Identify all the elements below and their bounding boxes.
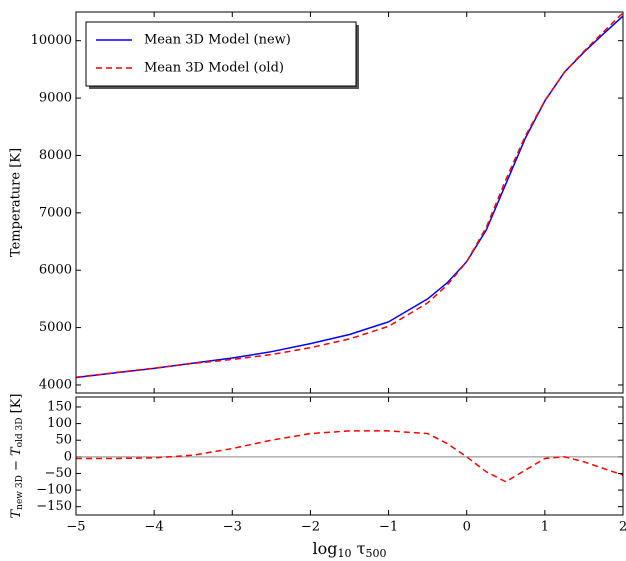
x-tick-label: −1	[379, 520, 398, 535]
x-tick-label: 1	[541, 520, 549, 535]
legend-label: Mean 3D Model (old)	[144, 61, 284, 76]
x-axis-label-part: 10	[338, 547, 352, 560]
y-axis-label-part: T	[9, 509, 24, 519]
y-tick-label: 9000	[39, 91, 72, 106]
x-tick-label: −3	[223, 520, 242, 535]
x-tick-label: −4	[145, 520, 164, 535]
x-axis-label: log10 τ500	[313, 539, 387, 561]
legend-label: Mean 3D Model (new)	[144, 33, 291, 48]
y-tick-label: 6000	[39, 263, 72, 278]
y-axis-label: Tnew 3D − Told 3D [K]	[9, 393, 25, 518]
legend-box	[85, 21, 357, 87]
y-tick-label: 10000	[31, 33, 72, 48]
x-tick-label: 2	[619, 520, 626, 535]
x-tick-label: 0	[463, 520, 471, 535]
y-tick-label: 150	[47, 399, 72, 414]
y-axis-label-part: − T	[9, 446, 24, 475]
data-line	[75, 12, 624, 378]
y-tick-label: 8000	[39, 148, 72, 163]
y-tick-label: 50	[55, 433, 72, 448]
x-axis-label-part: log	[313, 539, 338, 558]
plot-frame	[75, 396, 624, 516]
y-axis-label: Temperature [K]	[9, 148, 24, 257]
y-tick-label: −50	[45, 466, 72, 481]
y-tick-label: 0	[64, 449, 72, 464]
x-tick-label: −2	[301, 520, 320, 535]
y-tick-label: −150	[36, 499, 72, 514]
y-axis-label-part: [K]	[9, 393, 24, 417]
y-tick-label: 7000	[39, 205, 72, 220]
plot-frame	[75, 11, 624, 394]
y-tick-label: −100	[36, 483, 72, 498]
y-axis-label-part: new 3D	[15, 475, 25, 510]
y-axis-label-part: old 3D	[15, 417, 25, 447]
x-tick-label: −5	[66, 520, 85, 535]
y-tick-label: 5000	[39, 320, 72, 335]
x-axis-label-part: τ	[352, 539, 366, 558]
x-axis-label-part: 500	[365, 547, 386, 560]
y-tick-label: 100	[47, 416, 72, 431]
data-line	[76, 430, 624, 483]
y-tick-label: 4000	[39, 377, 72, 392]
